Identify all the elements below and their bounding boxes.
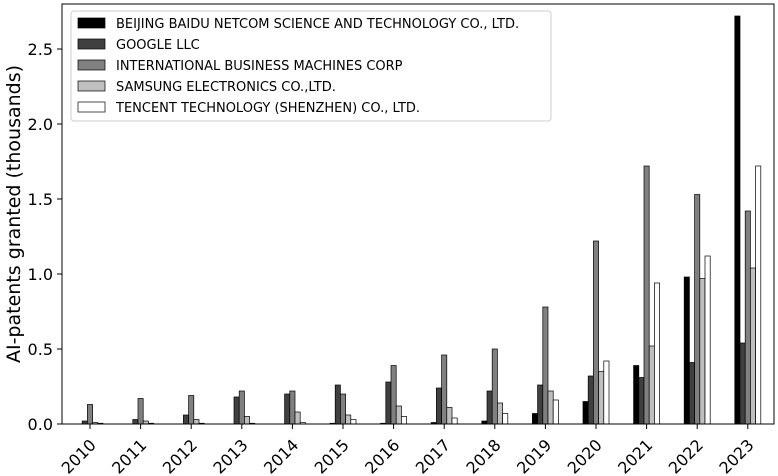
y-tick-label: 0.5 [28, 340, 53, 359]
legend: BEIJING BAIDU NETCOM SCIENCE AND TECHNOL… [70, 10, 552, 122]
bar [547, 390, 554, 425]
bar [648, 345, 655, 425]
y-axis-title: AI-patents granted (thousands) [3, 65, 25, 363]
x-tick-label: 2016 [361, 435, 403, 476]
x-tick-label: 2020 [564, 435, 606, 476]
bar [552, 399, 559, 425]
bar [491, 348, 498, 425]
bar [734, 15, 741, 425]
bar [598, 371, 605, 425]
bar [532, 413, 538, 425]
x-tick-label: 2017 [412, 435, 454, 476]
bar [739, 342, 746, 425]
bar [744, 210, 751, 425]
bar [132, 419, 139, 425]
bar [289, 390, 296, 425]
bar [633, 365, 640, 425]
bar [401, 416, 407, 425]
bar [750, 267, 756, 425]
bar [87, 404, 93, 425]
y-tick-label: 1.0 [28, 265, 53, 284]
bar [183, 414, 189, 425]
x-tick-label: 2013 [209, 435, 251, 476]
y-tick-label: 2.0 [28, 115, 53, 134]
bar [694, 194, 701, 425]
bar [704, 255, 711, 425]
bar [340, 393, 346, 425]
bar [233, 396, 240, 425]
bar [244, 416, 250, 425]
bar [436, 387, 442, 425]
bar [441, 354, 448, 425]
legend-swatch [77, 59, 106, 71]
legend-swatch [77, 80, 106, 92]
bar [385, 381, 392, 425]
bar [643, 165, 650, 425]
bar [345, 414, 352, 425]
bar [294, 411, 301, 425]
legend-swatch [77, 17, 106, 29]
bar [486, 390, 493, 425]
y-tick-label: 0.0 [28, 415, 53, 434]
bar [497, 402, 503, 425]
legend-label: GOOGLE LLC [116, 38, 200, 53]
bar [188, 395, 195, 425]
bar [537, 384, 544, 425]
bar [390, 365, 397, 425]
bar [755, 165, 762, 425]
bar [451, 417, 458, 425]
x-tick-label: 2010 [58, 435, 100, 476]
bar [587, 375, 594, 425]
bar [137, 398, 144, 425]
bar [638, 377, 645, 425]
legend-label: BEIJING BAIDU NETCOM SCIENCE AND TECHNOL… [116, 17, 519, 32]
bar [542, 306, 549, 425]
x-tick-label: 2011 [108, 435, 150, 476]
bar [689, 362, 695, 425]
x-tick-label: 2022 [665, 435, 707, 476]
x-tick-label: 2021 [614, 435, 656, 476]
y-tick-label: 2.5 [28, 40, 53, 59]
x-tick-label: 2018 [462, 435, 504, 476]
y-axis: 0.0 0.5 1.0 1.5 2.0 2.5 [28, 40, 62, 434]
bar [683, 276, 690, 425]
x-axis: 2010 2011 2012 2013 2014 2015 2016 2017 2018 2019… [58, 424, 758, 476]
bar [350, 419, 357, 425]
bar [502, 413, 509, 425]
x-tick-label: 2015 [311, 435, 353, 476]
legend-label: SAMSUNG ELECTRONICS CO.,LTD. [116, 80, 336, 95]
bar [654, 282, 660, 425]
bar [238, 390, 245, 425]
bar [284, 393, 291, 425]
bar [334, 384, 341, 425]
bar [593, 240, 599, 425]
legend-frame [70, 10, 552, 122]
x-tick-label: 2019 [513, 435, 555, 476]
legend-swatch [77, 38, 106, 50]
x-tick-label: 2023 [715, 435, 757, 476]
bar [446, 407, 453, 425]
bar [395, 405, 402, 425]
y-tick-label: 1.5 [28, 190, 53, 209]
plot-frame [61, 3, 775, 425]
x-tick-label: 2012 [159, 435, 201, 476]
bar [699, 278, 706, 425]
legend-label: TENCENT TECHNOLOGY (SHENZHEN) CO., LTD. [115, 101, 420, 116]
bar [603, 360, 610, 425]
bar [193, 419, 200, 425]
x-tick-label: 2014 [260, 435, 302, 476]
bar [582, 401, 589, 425]
legend-swatch [77, 101, 106, 113]
legend-label: INTERNATIONAL BUSINESS MACHINES CORP [116, 59, 403, 74]
